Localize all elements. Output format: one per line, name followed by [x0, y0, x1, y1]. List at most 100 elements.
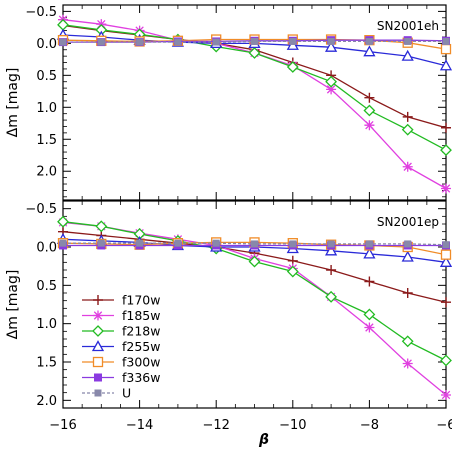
legend-marker-f185w — [93, 310, 103, 321]
data-point-f255w — [363, 247, 376, 259]
data-point-f300w — [440, 43, 452, 55]
y-tick-label: 1.5 — [36, 356, 57, 371]
data-point-f185w — [441, 183, 451, 194]
data-point-u — [174, 239, 182, 247]
legend-label-f255w: f255w — [122, 339, 160, 354]
data-point-f170w — [364, 92, 375, 103]
x-tick-label: −6 — [436, 418, 452, 433]
legend-marker-f170w — [93, 295, 103, 305]
data-point-f218w — [325, 75, 338, 88]
data-point-f218w — [363, 308, 376, 321]
legend-marker-f255w — [91, 340, 105, 352]
data-point-u — [404, 240, 412, 248]
data-point-u — [251, 240, 258, 248]
data-point-u — [212, 239, 220, 247]
data-point-f218w — [440, 144, 452, 157]
x-tick-label: −8 — [360, 418, 379, 433]
data-point-f170w — [326, 265, 337, 275]
data-point-u — [59, 239, 67, 247]
data-point-u — [404, 37, 412, 45]
legend-label-f170w: f170w — [122, 293, 160, 308]
legend-marker-f300w — [92, 356, 104, 368]
panel-sn2001eh: −0.5 0.0 0.5 1.0 1.5 2.0 Δm [mag] SN2001eh — [5, 4, 452, 201]
data-point-u — [59, 38, 67, 46]
data-point-u — [136, 38, 144, 46]
data-point-f218w — [363, 104, 376, 117]
data-point-f218w — [325, 290, 338, 303]
y-tick-label: 0.0 — [36, 37, 57, 52]
data-point-f218w — [95, 220, 108, 233]
data-point-u — [442, 37, 450, 45]
data-point-u — [442, 241, 450, 249]
x-tick-label: −12 — [202, 418, 229, 433]
x-tick-label: −10 — [279, 418, 306, 433]
data-point-u — [136, 239, 144, 247]
data-point-u — [174, 38, 182, 46]
y-tick-label: 1.0 — [36, 101, 57, 116]
data-point-f218w — [286, 265, 299, 278]
legend-label-f300w: f300w — [122, 355, 160, 370]
data-point-f170w — [364, 276, 375, 287]
data-point-f185w — [326, 84, 337, 95]
data-point-f218w — [248, 47, 261, 59]
data-point-f218w — [401, 123, 414, 136]
data-point-f170w — [402, 288, 413, 298]
data-point-f218w — [286, 61, 299, 73]
data-point-f255w — [439, 255, 452, 267]
data-point-f255w — [324, 40, 338, 52]
legend-marker-f336w — [94, 373, 102, 382]
legend-marker-f218w — [92, 325, 104, 337]
data-point-f218w — [440, 354, 452, 367]
data-point-f218w — [401, 335, 414, 348]
data-point-f255w — [363, 45, 376, 57]
x-tick-label: −14 — [126, 418, 153, 433]
data-point-f218w — [248, 255, 261, 268]
y-tick-label: −0.5 — [25, 5, 57, 20]
legend-label-f218w: f218w — [122, 324, 160, 339]
y-tick-label: 2.0 — [36, 394, 57, 409]
x-axis-label: β — [258, 432, 269, 448]
panel-sn2001ep: −0.5 0.0 0.5 1.0 1.5 2.0 −16 −14 −12 −10 −8 −6 Δm [m… — [5, 200, 452, 433]
y-tick-label: −0.5 — [25, 202, 57, 217]
series-u — [59, 239, 450, 249]
y-tick-label: 2.0 — [36, 165, 57, 180]
data-point-u — [289, 240, 297, 248]
legend-label-f336w: f336w — [122, 370, 160, 385]
y-axis-label: Δm [mag] — [5, 270, 21, 340]
data-point-u — [212, 38, 220, 46]
data-point-u — [365, 240, 373, 248]
y-tick-label: 0.0 — [36, 241, 57, 256]
plot-frame — [62, 200, 447, 409]
y-axis-label: Δm [mag] — [5, 68, 21, 138]
data-point-u — [97, 38, 105, 46]
legend-label-f185w: f185w — [122, 308, 160, 323]
data-point-f170w — [402, 111, 413, 122]
series-u — [59, 37, 450, 46]
y-tick-label: 0.5 — [36, 279, 57, 294]
data-point-f218w — [57, 18, 69, 31]
data-point-f255w — [439, 59, 452, 71]
x-tick-label: −16 — [49, 418, 76, 433]
panel-label: SN2001eh — [377, 19, 439, 33]
legend-marker-u — [94, 389, 102, 397]
legend-label-u: U — [122, 386, 131, 401]
data-point-f185w — [402, 161, 413, 172]
data-point-f185w — [441, 389, 451, 400]
data-point-f218w — [57, 215, 69, 228]
data-point-f170w — [441, 122, 451, 133]
data-point-u — [289, 37, 297, 45]
plot-frame — [62, 4, 447, 201]
y-tick-label: 1.5 — [36, 133, 57, 148]
data-point-f255w — [324, 244, 338, 256]
data-point-u — [327, 37, 335, 45]
data-point-f185w — [364, 120, 375, 131]
data-point-f185w — [402, 358, 413, 369]
y-tick-label: 1.0 — [36, 317, 57, 332]
data-point-f255w — [401, 49, 414, 61]
data-point-f185w — [364, 322, 375, 333]
y-tick-label: 0.5 — [36, 69, 57, 84]
data-point-f255w — [401, 250, 414, 262]
panel-label: SN2001ep — [377, 215, 439, 229]
